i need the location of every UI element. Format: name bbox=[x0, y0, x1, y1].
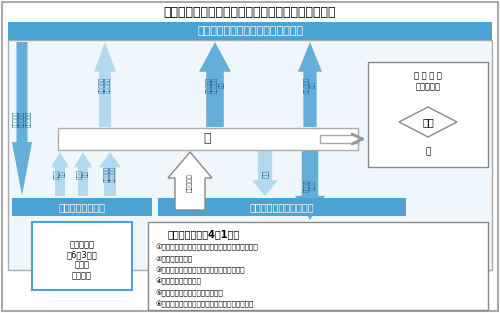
Text: ヒアリング
事業者指導: ヒアリング 事業者指導 bbox=[104, 166, 116, 182]
FancyBboxPatch shape bbox=[148, 222, 488, 310]
Text: 第　三　者
（6条3項）
調見者
警察　等: 第 三 者 （6条3項） 調見者 警察 等 bbox=[66, 240, 98, 280]
Polygon shape bbox=[12, 42, 32, 196]
Text: 迷惑行為
の通報: 迷惑行為 の通報 bbox=[304, 179, 316, 192]
Text: 反復して迷惑行為を行う「行為者」: 反復して迷惑行為を行う「行為者」 bbox=[197, 26, 303, 36]
FancyBboxPatch shape bbox=[158, 198, 406, 216]
Polygon shape bbox=[298, 42, 322, 127]
Text: 市: 市 bbox=[203, 132, 211, 146]
Text: （警察等）: （警察等） bbox=[416, 83, 440, 91]
Polygon shape bbox=[99, 152, 121, 196]
FancyBboxPatch shape bbox=[8, 40, 492, 270]
Polygon shape bbox=[295, 151, 325, 220]
Text: 意見を聴取: 意見を聴取 bbox=[187, 174, 193, 192]
FancyBboxPatch shape bbox=[2, 2, 498, 311]
Text: ⑤名誉を害する事項を告げるなど: ⑤名誉を害する事項を告げるなど bbox=[155, 290, 223, 297]
Text: 迷惑行為とは（4条1項）: 迷惑行為とは（4条1項） bbox=[168, 229, 240, 239]
Text: 助言の
申出: 助言の 申出 bbox=[77, 169, 89, 179]
Polygon shape bbox=[252, 151, 278, 196]
Text: ①つきまとい・待ち伏せ・通路に立ちふさがるなど: ①つきまとい・待ち伏せ・通路に立ちふさがるなど bbox=[155, 244, 258, 251]
Text: ⑥社会通念上受忍限度を超えると認められる行為: ⑥社会通念上受忍限度を超えると認められる行為 bbox=[155, 301, 254, 308]
Text: 勧告の
申出: 勧告の 申出 bbox=[54, 169, 66, 179]
Polygon shape bbox=[74, 152, 92, 196]
Text: 迷惑行為を
やめるよう
要請: 迷惑行為を やめるよう 要請 bbox=[206, 76, 225, 93]
Text: 隣人トラブルの防止および調整の対応の流れ（例）: 隣人トラブルの防止および調整の対応の流れ（例） bbox=[164, 7, 336, 19]
Text: 日常生活音の「発生者」: 日常生活音の「発生者」 bbox=[250, 202, 314, 212]
Text: ②乱暴な言動など: ②乱暴な言動など bbox=[155, 255, 192, 262]
Text: ヒアリング
事業者指導: ヒアリング 事業者指導 bbox=[99, 76, 111, 93]
Polygon shape bbox=[199, 42, 231, 127]
Polygon shape bbox=[399, 107, 457, 137]
Text: 連携: 連携 bbox=[422, 117, 434, 127]
Text: ④汚物などの送付など: ④汚物などの送付など bbox=[155, 278, 201, 285]
FancyBboxPatch shape bbox=[8, 22, 492, 40]
Text: 関 保 機 関: 関 保 機 関 bbox=[414, 71, 442, 80]
FancyBboxPatch shape bbox=[368, 62, 488, 167]
Text: 迷惑行為の
通報: 迷惑行為の 通報 bbox=[304, 76, 316, 93]
FancyBboxPatch shape bbox=[12, 198, 152, 216]
Polygon shape bbox=[51, 152, 69, 196]
FancyBboxPatch shape bbox=[58, 128, 358, 150]
Polygon shape bbox=[168, 152, 212, 210]
Polygon shape bbox=[94, 42, 116, 127]
FancyBboxPatch shape bbox=[32, 222, 132, 290]
Text: 反して迷惑
行為をやめ
るよう要請: 反して迷惑 行為をやめ るよう要請 bbox=[12, 111, 32, 127]
Text: 助言: 助言 bbox=[262, 169, 268, 178]
Text: ③無言電話・連続した電話・メール送信など: ③無言電話・連続した電話・メール送信など bbox=[155, 266, 244, 274]
Text: 規制基準を下回る: 規制基準を下回る bbox=[58, 202, 106, 212]
FancyBboxPatch shape bbox=[320, 135, 358, 143]
Text: 市: 市 bbox=[426, 147, 430, 156]
